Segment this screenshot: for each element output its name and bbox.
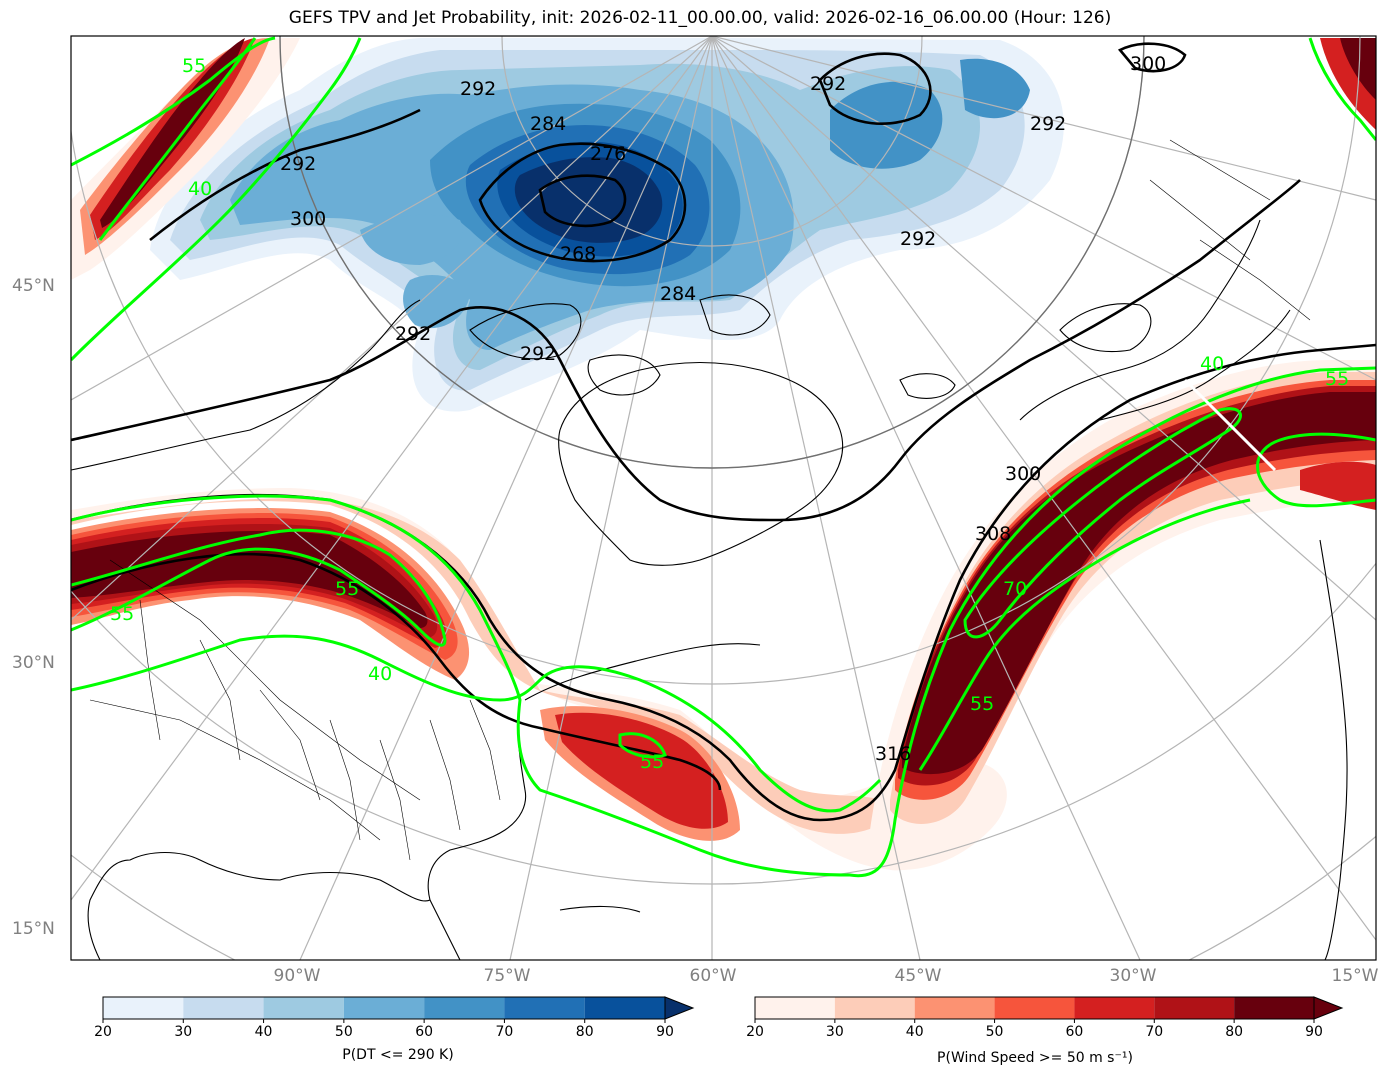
theta-label: 276 [590,143,626,165]
colorbar-red-tick-label: 20 [746,1024,764,1040]
colorbar-red-segment [1154,997,1235,1019]
colorbar-blue-segment [183,997,264,1019]
colorbar-blue-segment [343,997,425,1019]
colorbar-red-tick-label: 60 [1065,1024,1084,1040]
colorbar-red-segment [755,997,835,1019]
colorbar-blue-extend-arrow [664,996,695,1020]
colorbar-blue-tick-label: 40 [254,1024,273,1040]
theta-label: 284 [660,283,696,305]
map-title: GEFS TPV and Jet Probability, init: 2026… [288,8,1112,28]
colorbar-red-segment [994,997,1075,1019]
theta-label: 292 [1030,113,1066,135]
theta-label: 300 [290,208,326,230]
theta-contours [71,42,1376,822]
colorbar-red-segment [914,997,995,1019]
theta-label: 300 [1005,463,1041,485]
colorbar-blue-tick-label: 80 [575,1024,594,1040]
colorbar-blue-tick-label: 30 [174,1024,193,1040]
coastlines [71,219,1348,960]
wind-label: 55 [335,578,359,600]
lon-label: 90°W [273,966,321,986]
political-boundaries [89,139,1311,861]
colorbar-red-segment [1234,997,1314,1019]
theta-label: 292 [460,78,496,100]
theta-label: 284 [530,113,566,135]
wind-label: 55 [110,603,134,625]
colorbar-blue-tick-label: 90 [656,1024,674,1040]
wind-label: 55 [970,693,994,715]
lat-label: 30°N [12,653,55,673]
theta-label: 292 [280,153,316,175]
colorbar-blue-tick-label: 50 [334,1024,353,1040]
colorbar-red-extend-arrow [1313,996,1344,1020]
wind-label: 55 [182,55,206,77]
theta-label: 308 [975,523,1011,545]
theta-label: 292 [810,73,846,95]
lon-label: 75°W [483,966,531,986]
wind-label: 70 [1003,578,1027,600]
colorbar-red-segment [1074,997,1155,1019]
colorbar-red-tick-label: 40 [905,1024,924,1040]
colorbar-red-segment [834,997,915,1019]
colorbar-red-tick-label: 30 [825,1024,844,1040]
colorbar-blue-segment [504,997,585,1019]
colorbar-red-frame [754,996,1315,1020]
theta-label: 292 [520,343,556,365]
tpv-probability-field [150,38,1064,412]
colorbar-red-tick-label: 70 [1145,1024,1164,1040]
wind-label: 55 [1325,368,1349,390]
wind-contours [71,36,1376,878]
colorbar-blue [102,996,695,1023]
colorbar-blue-segment [103,997,184,1019]
lon-label: 60°W [689,966,737,986]
wind-label: 40 [368,663,392,685]
lon-label: 45°W [894,966,942,986]
wind-contour-labels: 55 40 55 55 40 55 40 55 70 55 [110,55,1349,773]
wind-label: 55 [640,751,664,773]
wind-label: 40 [1200,353,1224,375]
colorbar-blue-segment [424,997,505,1019]
dark-circle [279,36,1145,469]
map-frame [70,35,1377,961]
colorbar-blue-label: P(DT <= 290 K) [342,1047,454,1063]
theta-label: 292 [900,228,936,250]
colorbar-red-tick-label: 90 [1305,1024,1323,1040]
lon-label: 30°W [1109,966,1157,986]
colorbar-blue-frame [102,996,666,1020]
colorbar-blue-segment [263,997,344,1019]
lon-label: 15°W [1331,966,1379,986]
colorbar-blue-tick-label: 20 [94,1024,112,1040]
colorbar-blue-tick-label: 70 [495,1024,514,1040]
colorbar-red [754,996,1344,1023]
theta-label: 268 [560,243,596,265]
lat-label: 15°N [12,919,55,939]
lat-label: 45°N [12,276,55,296]
theta-label: 316 [875,743,911,765]
theta-label: 300 [1130,53,1166,75]
theta-label: 292 [395,323,431,345]
colorbar-red-tick-label: 50 [985,1024,1004,1040]
colorbar-red-label: P(Wind Speed >= 50 m s⁻¹) [937,1050,1133,1066]
colorbar-blue-tick-label: 60 [415,1024,434,1040]
colorbar-red-tick-label: 80 [1225,1024,1244,1040]
jet-probability-field [71,38,1376,871]
colorbar-blue-segment [584,997,665,1019]
theta-contour-labels: 292 284 276 268 300 292 292 292 300 284 … [280,53,1166,765]
seam-line [1183,378,1277,472]
wind-label: 40 [188,178,212,200]
